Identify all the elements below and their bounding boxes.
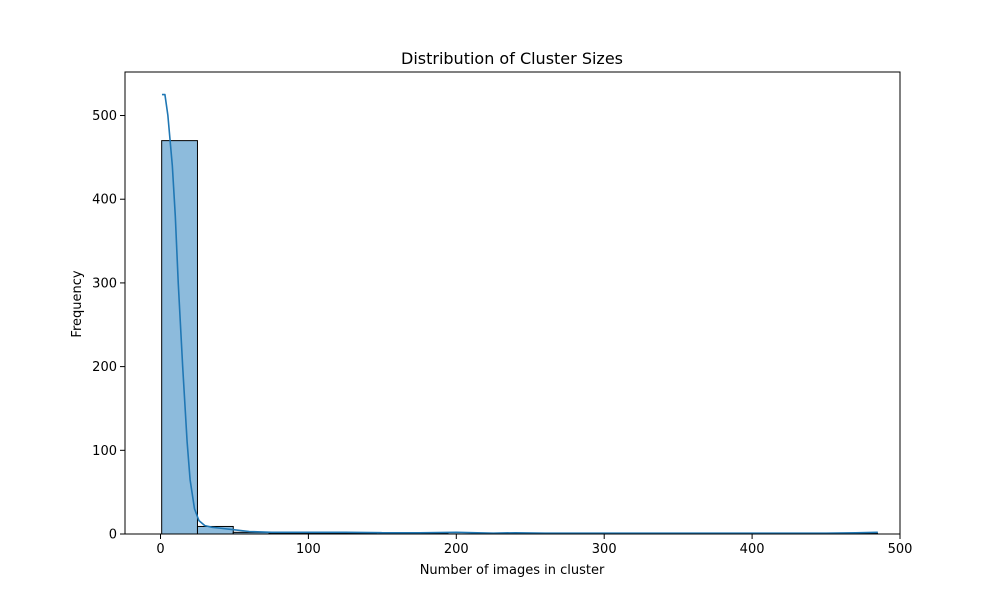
x-axis: 0 100 200 300 400 500 (156, 534, 912, 557)
bars-layer (161, 140, 879, 535)
y-tick-label: 0 (109, 528, 117, 543)
kde-curve (161, 93, 878, 534)
y-tick-label: 400 (92, 193, 117, 208)
y-tick-label: 500 (92, 109, 117, 124)
x-tick-label: 300 (592, 542, 617, 557)
x-axis-label: Number of images in cluster (420, 563, 605, 578)
kde-layer (161, 93, 878, 534)
y-axis-label: Frequency (70, 270, 85, 337)
x-tick-label: 0 (156, 542, 164, 557)
y-tick-label: 300 (92, 276, 117, 291)
plot-area-frame (124, 71, 901, 535)
x-tick-label: 400 (740, 542, 765, 557)
y-axis: 0 100 200 300 400 500 (92, 109, 125, 543)
y-tick-label: 200 (92, 360, 117, 375)
x-tick-label: 500 (888, 542, 913, 557)
x-tick-label: 100 (296, 542, 321, 557)
histogram-bar (161, 140, 198, 535)
x-tick-label: 200 (444, 542, 469, 557)
y-tick-label: 100 (92, 444, 117, 459)
chart-title: Distribution of Cluster Sizes (401, 49, 623, 68)
